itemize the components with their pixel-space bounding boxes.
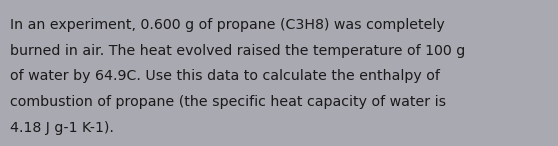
Text: burned in air. The heat evolved raised the temperature of 100 g: burned in air. The heat evolved raised t…: [10, 44, 465, 58]
Text: 4.18 J g-1 K-1).: 4.18 J g-1 K-1).: [10, 121, 114, 135]
Text: of water by 64.9C. Use this data to calculate the enthalpy of: of water by 64.9C. Use this data to calc…: [10, 69, 440, 84]
Text: In an experiment, 0.600 g of propane (C3H8) was completely: In an experiment, 0.600 g of propane (C3…: [10, 18, 445, 32]
Text: combustion of propane (the specific heat capacity of water is: combustion of propane (the specific heat…: [10, 95, 446, 110]
